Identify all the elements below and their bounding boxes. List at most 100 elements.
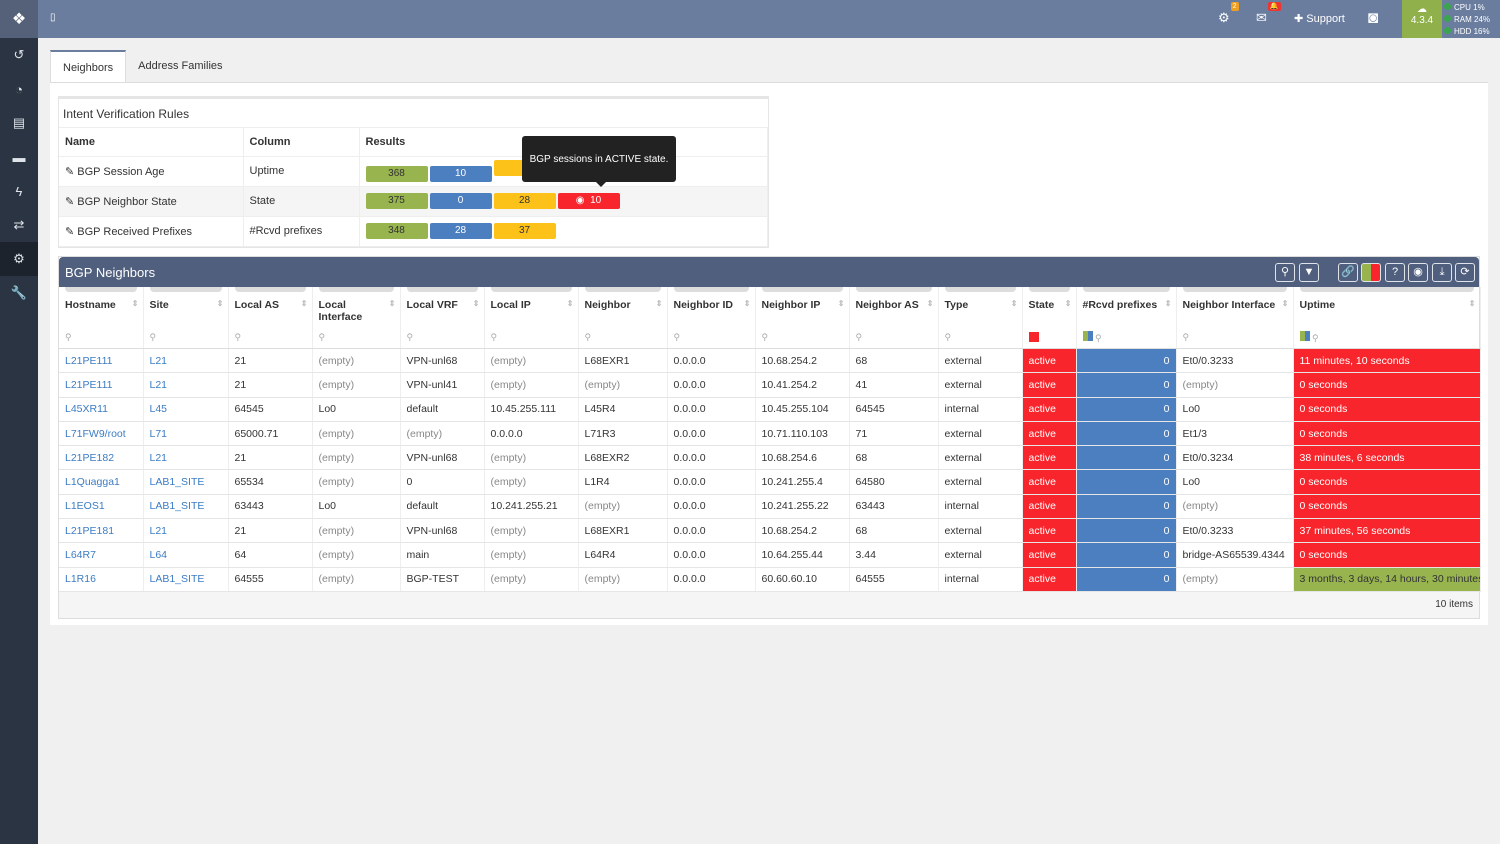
- wrench-icon[interactable]: 🔧: [10, 285, 28, 300]
- column-filter[interactable]: ⚲: [1176, 331, 1294, 349]
- column-drag-handle[interactable]: [673, 287, 749, 292]
- table-row[interactable]: L21PE182 L21 21 (empty) VPN-unl68 (empty) L68E…: [59, 445, 1481, 471]
- column-header[interactable]: #Rcvd prefixes ⇕: [1076, 287, 1177, 331]
- column-filter[interactable]: ⚲: [59, 331, 144, 349]
- archive-icon[interactable]: ▬: [12, 149, 26, 165]
- table-row[interactable]: L1EOS1 LAB1_SITE 63443 Lo0 default 10.241.255…: [59, 494, 1481, 520]
- cell-site[interactable]: L21: [143, 445, 229, 471]
- column-drag-handle[interactable]: [406, 287, 478, 292]
- sort-icon[interactable]: ⇕: [1468, 299, 1476, 308]
- sort-icon[interactable]: ⇕: [926, 299, 934, 308]
- column-drag-handle[interactable]: [761, 287, 843, 292]
- table-row[interactable]: L21PE111 L21 21 (empty) VPN-unl41 (empty) (emp…: [59, 372, 1481, 398]
- column-drag-handle[interactable]: [318, 287, 394, 292]
- table-row[interactable]: L45XR11 L45 64545 Lo0 default 10.45.255.111 L4…: [59, 397, 1481, 422]
- version-button[interactable]: ☁ 4.3.4: [1402, 0, 1442, 38]
- document-icon[interactable]: ▤: [12, 115, 26, 130]
- cell-hostname[interactable]: L1Quagga1: [59, 469, 144, 495]
- result-pill[interactable]: 28: [429, 223, 492, 239]
- column-header[interactable]: Type ⇕: [938, 287, 1023, 331]
- column-header[interactable]: Local AS ⇕: [228, 287, 313, 331]
- column-drag-handle[interactable]: [234, 287, 306, 292]
- result-pill[interactable]: 348: [365, 223, 428, 239]
- cell-hostname[interactable]: L1EOS1: [59, 494, 144, 520]
- logo-icon[interactable]: ❖: [0, 0, 38, 38]
- color-filter-icon[interactable]: [1299, 331, 1310, 341]
- column-filter[interactable]: ⚲: [484, 331, 579, 349]
- column-header[interactable]: Neighbor AS ⇕: [849, 287, 939, 331]
- cell-hostname[interactable]: L1R16: [59, 567, 144, 592]
- cell-hostname[interactable]: L71FW9/root: [59, 421, 144, 447]
- color-intent-icon[interactable]: [1361, 263, 1381, 282]
- column-filter[interactable]: ⚲: [1076, 331, 1177, 349]
- edit-pencil-icon[interactable]: ✎: [65, 195, 75, 208]
- column-header[interactable]: Local IP ⇕: [484, 287, 579, 331]
- column-filter[interactable]: [1022, 331, 1077, 349]
- sort-icon[interactable]: ⇕: [1010, 299, 1018, 308]
- sort-icon[interactable]: ⇕: [566, 299, 574, 308]
- cell-hostname[interactable]: L21PE181: [59, 518, 144, 544]
- column-header[interactable]: Neighbor ⇕: [578, 287, 668, 331]
- column-filter[interactable]: ⚲: [578, 331, 668, 349]
- rule-name[interactable]: BGP Received Prefixes: [77, 225, 193, 238]
- eye-icon[interactable]: ◉: [1408, 263, 1428, 282]
- result-pill[interactable]: 37: [493, 223, 556, 239]
- cogs-icon[interactable]: ⚙: [0, 242, 38, 276]
- tab-neighbors[interactable]: Neighbors: [50, 50, 127, 82]
- routing-icon[interactable]: ϟ: [15, 183, 23, 199]
- result-pill[interactable]: 368: [365, 166, 428, 182]
- column-filter[interactable]: ⚲: [228, 331, 313, 349]
- table-row[interactable]: L64R7 L64 64 (empty) main (empty) L64R4 0.0.0.0…: [59, 542, 1481, 568]
- column-header[interactable]: Local Interface ⇕: [312, 287, 401, 331]
- column-drag-handle[interactable]: [1082, 287, 1170, 292]
- cell-hostname[interactable]: L21PE111: [59, 372, 144, 398]
- cell-site[interactable]: LAB1_SITE: [143, 469, 229, 495]
- state-color-filter-icon[interactable]: [1028, 331, 1039, 342]
- color-filter-icon[interactable]: [1082, 331, 1093, 341]
- column-drag-handle[interactable]: [944, 287, 1016, 292]
- column-drag-handle[interactable]: [1028, 287, 1070, 292]
- cell-hostname[interactable]: L21PE111: [59, 348, 144, 374]
- edit-pencil-icon[interactable]: ✎: [65, 165, 75, 178]
- result-pill[interactable]: 375: [365, 193, 428, 209]
- tab-address-families[interactable]: Address Families: [138, 60, 223, 72]
- link-icon[interactable]: 🔗: [1338, 263, 1358, 282]
- sort-icon[interactable]: ⇕: [216, 299, 224, 308]
- mail-icon[interactable]: ✉ 🔔: [1256, 2, 1281, 25]
- column-filter[interactable]: ⚲: [143, 331, 229, 349]
- sort-icon[interactable]: ⇕: [472, 299, 480, 308]
- column-header[interactable]: Uptime ⇕: [1293, 287, 1481, 331]
- rule-name[interactable]: BGP Session Age: [77, 165, 165, 178]
- cell-hostname[interactable]: L45XR11: [59, 397, 144, 422]
- table-row[interactable]: L21PE181 L21 21 (empty) VPN-unl68 (empty) L68E…: [59, 518, 1481, 544]
- table-row[interactable]: L1R16 LAB1_SITE 64555 (empty) BGP-TEST (empty…: [59, 567, 1481, 592]
- sort-icon[interactable]: ⇕: [743, 299, 751, 308]
- column-header[interactable]: Neighbor IP ⇕: [755, 287, 850, 331]
- column-drag-handle[interactable]: [65, 287, 137, 292]
- table-row[interactable]: L71FW9/root L71 65000.71 (empty) (empty) 0.0.…: [59, 421, 1481, 447]
- cell-hostname[interactable]: L64R7: [59, 542, 144, 568]
- download-icon[interactable]: ⤓: [1432, 263, 1452, 282]
- column-drag-handle[interactable]: [490, 287, 572, 292]
- dashboard-icon[interactable]: ◔: [15, 81, 23, 97]
- user-avatar-icon[interactable]: ◙: [1368, 8, 1379, 27]
- column-filter[interactable]: ⚲: [667, 331, 756, 349]
- rule-name[interactable]: BGP Neighbor State: [77, 195, 177, 208]
- sort-icon[interactable]: ⇕: [131, 299, 139, 308]
- help-icon[interactable]: ?: [1385, 263, 1405, 282]
- cell-site[interactable]: L64: [143, 542, 229, 568]
- cell-site[interactable]: L45: [143, 397, 229, 422]
- sort-icon[interactable]: ⇕: [388, 299, 396, 308]
- column-drag-handle[interactable]: [584, 287, 661, 292]
- tasks-gear-icon[interactable]: ⚙ 2: [1218, 2, 1239, 25]
- column-drag-handle[interactable]: [1299, 287, 1474, 292]
- result-pill[interactable]: 0: [429, 193, 492, 209]
- column-header[interactable]: Site ⇕: [143, 287, 229, 331]
- cell-site[interactable]: LAB1_SITE: [143, 494, 229, 520]
- cell-site[interactable]: L71: [143, 421, 229, 447]
- column-filter[interactable]: ⚲: [1293, 331, 1481, 349]
- sort-icon[interactable]: ⇕: [1064, 299, 1072, 308]
- column-header[interactable]: Neighbor Interface ⇕: [1176, 287, 1294, 331]
- cell-hostname[interactable]: L21PE182: [59, 445, 144, 471]
- sort-icon[interactable]: ⇕: [1281, 299, 1289, 308]
